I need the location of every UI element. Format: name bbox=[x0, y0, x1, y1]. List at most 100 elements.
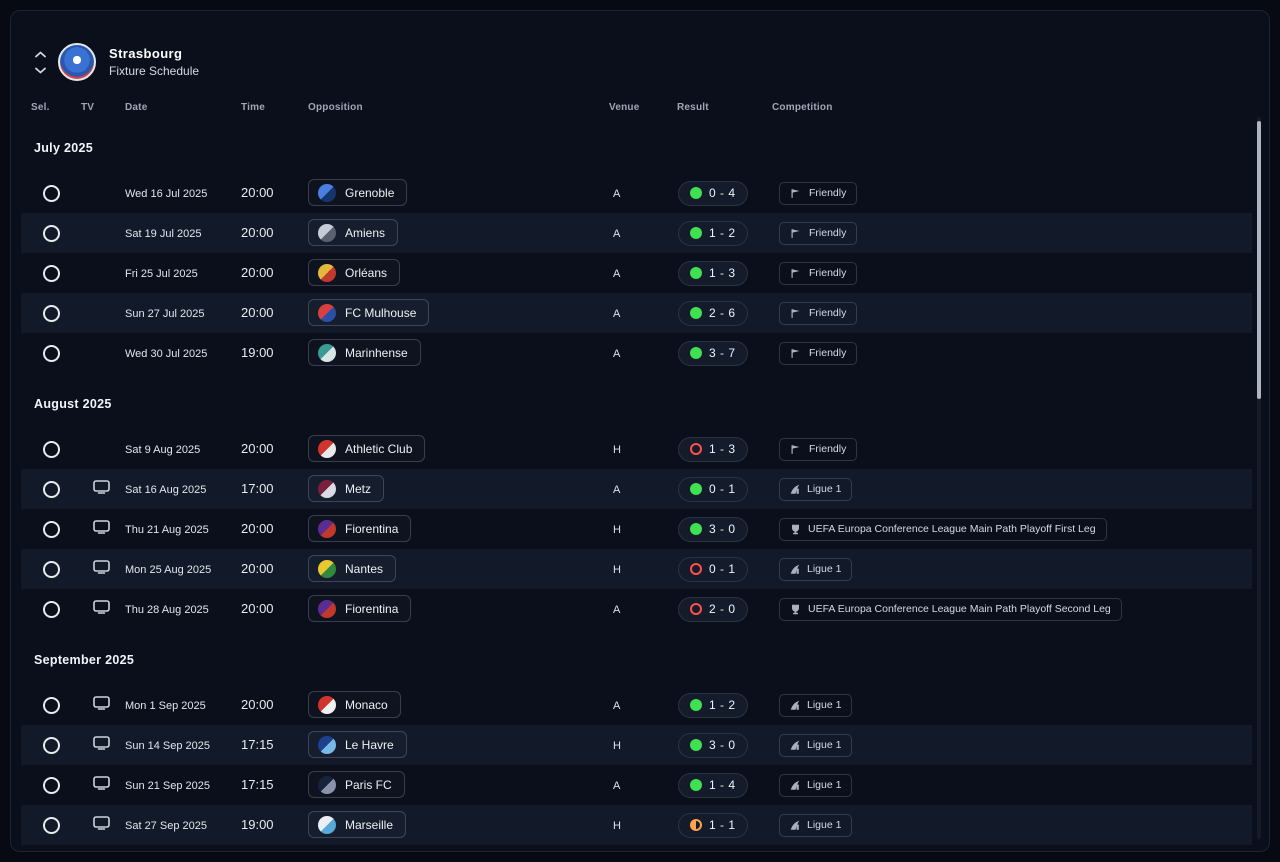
opposition-button[interactable]: Monaco bbox=[308, 691, 401, 719]
tv-icon bbox=[93, 519, 110, 538]
competition-name: Ligue 1 bbox=[807, 483, 842, 495]
tv-icon bbox=[93, 815, 110, 834]
venue-cell: A bbox=[609, 344, 677, 362]
friendly-competition-icon bbox=[790, 228, 802, 239]
opposition-button[interactable]: Marinhense bbox=[308, 339, 421, 367]
select-radio[interactable] bbox=[43, 344, 60, 362]
match-time: 20:00 bbox=[241, 225, 274, 240]
match-date: Wed 16 Jul 2025 bbox=[125, 188, 208, 200]
result-badge[interactable]: 1 - 2 bbox=[678, 692, 748, 718]
result-badge[interactable]: 2 - 6 bbox=[678, 300, 748, 326]
chevron-up-icon[interactable] bbox=[35, 51, 46, 58]
venue-indicator: H bbox=[613, 524, 621, 536]
match-date: Fri 25 Jul 2025 bbox=[125, 268, 198, 280]
match-time: 20:00 bbox=[241, 561, 274, 576]
opposition-button[interactable]: Marseille bbox=[308, 811, 407, 839]
opposition-cell: Marinhense bbox=[308, 339, 609, 367]
select-radio[interactable] bbox=[43, 304, 60, 322]
col-result: Result bbox=[677, 101, 709, 113]
venue-cell: H bbox=[609, 816, 677, 834]
match-score: 3 - 7 bbox=[709, 346, 736, 360]
result-badge[interactable]: 0 - 1 bbox=[678, 556, 748, 582]
competition-name: UEFA Europa Conference League Main Path … bbox=[808, 523, 1096, 535]
opposition-button[interactable]: Metz bbox=[308, 475, 385, 503]
select-radio[interactable] bbox=[43, 736, 60, 754]
competition-cell: Ligue 1 bbox=[772, 693, 1252, 717]
match-score: 1 - 2 bbox=[709, 226, 736, 240]
col-competition: Competition bbox=[772, 101, 833, 113]
tv-icon bbox=[93, 775, 110, 794]
select-radio[interactable] bbox=[43, 560, 60, 578]
opposition-button[interactable]: Orléans bbox=[308, 259, 401, 287]
competition-badge: Ligue 1 bbox=[779, 557, 853, 581]
result-badge[interactable]: 1 - 2 bbox=[678, 220, 748, 246]
select-radio[interactable] bbox=[43, 600, 60, 618]
club-logo bbox=[58, 43, 96, 81]
result-badge[interactable]: 0 - 1 bbox=[678, 476, 748, 502]
opposition-button[interactable]: Athletic Club bbox=[308, 435, 426, 463]
opposition-button[interactable]: Amiens bbox=[308, 219, 399, 247]
sel-cell bbox=[31, 696, 81, 714]
result-cell: 0 - 1 bbox=[677, 476, 772, 502]
select-radio[interactable] bbox=[43, 816, 60, 834]
opposition-button[interactable]: Grenoble bbox=[308, 179, 408, 207]
fixture-row: Mon 25 Aug 2025 20:00 Nantes H 0 - 1 Ligue 1 bbox=[21, 549, 1252, 589]
opposition-button[interactable]: Paris FC bbox=[308, 771, 405, 799]
date-cell: Sat 9 Aug 2025 bbox=[125, 440, 241, 458]
result-badge[interactable]: 1 - 4 bbox=[678, 772, 748, 798]
result-badge[interactable]: 1 - 3 bbox=[678, 260, 748, 286]
table-header: Sel. TV Date Time Opposition Venue Resul… bbox=[21, 97, 1252, 117]
tv-icon bbox=[93, 735, 110, 754]
match-score: 3 - 0 bbox=[709, 738, 736, 752]
col-opposition: Opposition bbox=[308, 101, 363, 113]
competition-name: Ligue 1 bbox=[807, 563, 842, 575]
select-radio[interactable] bbox=[43, 696, 60, 714]
match-score: 1 - 4 bbox=[709, 778, 736, 792]
col-tv: TV bbox=[81, 101, 95, 113]
result-badge[interactable]: 3 - 0 bbox=[678, 516, 748, 542]
fixture-row: Sat 16 Aug 2025 17:00 Metz A 0 - 1 Ligue 1 bbox=[21, 469, 1252, 509]
scrollbar-track[interactable] bbox=[1257, 117, 1261, 839]
select-radio[interactable] bbox=[43, 776, 60, 794]
result-badge[interactable]: 0 - 4 bbox=[678, 180, 748, 206]
result-badge[interactable]: 1 - 1 bbox=[678, 812, 748, 838]
competition-name: Ligue 1 bbox=[807, 739, 842, 751]
select-radio[interactable] bbox=[43, 224, 60, 242]
time-cell: 17:15 bbox=[241, 736, 308, 754]
venue-indicator: A bbox=[613, 604, 621, 616]
club-badge-icon bbox=[318, 775, 336, 794]
match-score: 0 - 4 bbox=[709, 186, 736, 200]
result-badge[interactable]: 2 - 0 bbox=[678, 596, 748, 622]
opposition-button[interactable]: FC Mulhouse bbox=[308, 299, 430, 327]
match-date: Wed 30 Jul 2025 bbox=[125, 348, 208, 360]
opposition-button[interactable]: Le Havre bbox=[308, 731, 407, 759]
competition-name: Friendly bbox=[809, 307, 847, 319]
result-cell: 1 - 1 bbox=[677, 812, 772, 838]
competition-badge: Friendly bbox=[779, 221, 858, 245]
venue-cell: H bbox=[609, 560, 677, 578]
fixture-table: July 2025 Wed 16 Jul 2025 20:00 Grenoble A 0 … bbox=[21, 117, 1252, 845]
competition-badge: UEFA Europa Conference League Main Path … bbox=[779, 597, 1122, 621]
result-badge[interactable]: 1 - 3 bbox=[678, 436, 748, 462]
select-radio[interactable] bbox=[43, 480, 60, 498]
opposition-cell: Monaco bbox=[308, 691, 609, 719]
select-radio[interactable] bbox=[43, 184, 60, 202]
date-cell: Thu 28 Aug 2025 bbox=[125, 600, 241, 618]
opposition-button[interactable]: Fiorentina bbox=[308, 515, 412, 543]
opposition-button[interactable]: Nantes bbox=[308, 555, 397, 583]
select-radio[interactable] bbox=[43, 264, 60, 282]
match-time: 20:00 bbox=[241, 185, 274, 200]
win-indicator-icon bbox=[690, 227, 702, 239]
result-badge[interactable]: 3 - 0 bbox=[678, 732, 748, 758]
select-radio[interactable] bbox=[43, 520, 60, 538]
friendly-competition-icon bbox=[790, 188, 802, 199]
result-badge[interactable]: 3 - 7 bbox=[678, 340, 748, 366]
opposition-button[interactable]: Fiorentina bbox=[308, 595, 412, 623]
date-cell: Fri 25 Jul 2025 bbox=[125, 264, 241, 282]
date-cell: Mon 25 Aug 2025 bbox=[125, 560, 241, 578]
scrollbar-thumb[interactable] bbox=[1257, 121, 1261, 399]
select-radio[interactable] bbox=[43, 440, 60, 458]
competition-cell: Ligue 1 bbox=[772, 733, 1252, 757]
chevron-down-icon[interactable] bbox=[35, 67, 46, 74]
competition-badge: Friendly bbox=[779, 341, 858, 365]
